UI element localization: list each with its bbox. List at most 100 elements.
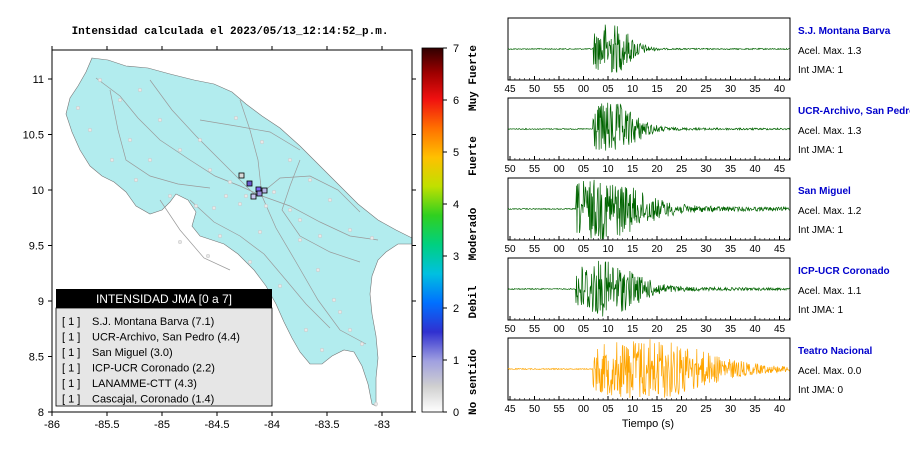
waveform-x-tick-label: 00 xyxy=(553,244,565,255)
legend-box xyxy=(55,307,273,407)
station-markers xyxy=(238,172,268,200)
station-name: San Miguel xyxy=(798,186,851,197)
jma-intensity-label: Int JMA: 1 xyxy=(798,225,843,236)
town-dot xyxy=(374,402,379,407)
legend-item-bracket: [ 1 ] xyxy=(62,378,80,390)
waveform-x-tick-label: 25 xyxy=(700,84,712,95)
station-marker xyxy=(256,190,263,197)
town-dot xyxy=(318,233,323,238)
colorbar-side-label: Muy Fuerte xyxy=(468,45,480,111)
colorbar: 0 1 2 3 4 5 6 7 No sentido Debil Moderado Fuerte Mu… xyxy=(421,43,480,419)
waveform-x-tick-label: 35 xyxy=(725,164,737,175)
town-dot xyxy=(264,203,269,208)
map-panel: -86 -85.5 -85 -84.5 -84 -83.5 -83 11 10.5 10 9.5 9 8… xyxy=(23,46,416,431)
waveform-x-tick-label: 15 xyxy=(627,164,639,175)
waveform-trace xyxy=(507,102,790,151)
town-dot xyxy=(320,348,325,353)
waveform-x-tick-label: 50 xyxy=(529,84,541,95)
map-y-tick-label: 9.5 xyxy=(29,241,44,253)
map-x-tick-label: -85.5 xyxy=(94,419,119,431)
colorbar-side-label: Fuerte xyxy=(468,136,480,176)
waveform-x-tick-label: 20 xyxy=(676,404,688,415)
waveform-x-tick-label: 40 xyxy=(749,244,761,255)
town-dot xyxy=(370,235,375,240)
map-legend: INTENSIDAD JMA [0 a 7] [ 1 ] S.J. Montana… xyxy=(55,289,273,407)
waveform-x-tick-label: 25 xyxy=(700,404,712,415)
costa-rica-land xyxy=(65,57,413,407)
legend-item-label: LANAMME-CTT (4.3) xyxy=(92,378,197,390)
legend-item-label: UCR-Archivo, San Pedro (4.4) xyxy=(92,332,240,344)
town-dot xyxy=(217,233,222,238)
legend-item-bracket: [ 1 ] xyxy=(62,363,80,375)
waveform-x-tick-label: 20 xyxy=(651,324,663,335)
town-markers xyxy=(75,77,379,407)
jma-intensity-label: Int JMA: 1 xyxy=(798,305,843,316)
town-dot xyxy=(207,167,212,172)
waveform-x-tick-label: 45 xyxy=(774,244,786,255)
legend-item-bracket: [ 1 ] xyxy=(62,394,80,406)
town-dot xyxy=(137,87,142,92)
town-dot xyxy=(328,197,333,202)
town-dot xyxy=(109,157,114,162)
town-dot xyxy=(237,201,242,206)
town-dot xyxy=(247,260,252,265)
town-dot xyxy=(127,137,132,142)
waveform-x-tick-label: 55 xyxy=(553,404,565,415)
waveform-x-tick-label: 25 xyxy=(676,164,688,175)
legend-item-bracket: [ 1 ] xyxy=(62,332,80,344)
waveform-x-tick-label: 05 xyxy=(578,164,590,175)
colorbar-side-label: No sentido xyxy=(468,349,480,415)
colorbar-tick-label: 7 xyxy=(453,43,459,55)
accel-max-label: Acel. Max. 0.0 xyxy=(798,366,862,377)
legend-item-bracket: [ 1 ] xyxy=(62,347,80,359)
map-axis-ticks: -86 -85.5 -85 -84.5 -84 -83.5 -83 11 10.5 10 9.5 9 8… xyxy=(23,46,416,431)
waveform-x-tick-label: 00 xyxy=(553,164,565,175)
town-dot xyxy=(260,139,265,144)
waveform-trace xyxy=(507,260,790,317)
town-dot xyxy=(117,97,122,102)
colorbar-gradient xyxy=(421,47,444,413)
town-dot xyxy=(316,268,321,273)
waveform-x-tick-label: 35 xyxy=(749,84,761,95)
station-name: UCR-Archivo, San Pedro xyxy=(798,106,910,117)
waveform-x-tick-label: 50 xyxy=(504,164,516,175)
waveform-panel: 50 55 00 05 10 15 20 25 30 35 40 45 San Miguel Acel. … xyxy=(504,177,862,255)
town-dot xyxy=(304,328,309,333)
town-dot xyxy=(338,310,343,315)
colorbar-side-label: Debil xyxy=(468,285,480,318)
waveform-panel: 50 55 00 05 10 15 20 25 30 35 40 45 ICP-UCR Coronado… xyxy=(504,257,890,335)
legend-item-bracket: [ 1 ] xyxy=(62,316,80,328)
legend-item-label: ICP-UCR Coronado (2.2) xyxy=(92,363,215,375)
town-dot xyxy=(211,205,216,210)
town-dot xyxy=(75,105,80,110)
waveform-x-tick-label: 45 xyxy=(504,404,516,415)
waveform-x-tick-label: 50 xyxy=(504,244,516,255)
waveform-x-tick-label: 55 xyxy=(553,84,565,95)
waveform-x-tick-label: 25 xyxy=(676,324,688,335)
waveform-x-tick-label: 20 xyxy=(676,84,688,95)
colorbar-side-labels: No sentido Debil Moderado Fuerte Muy Fuerte xyxy=(468,45,480,415)
town-dot xyxy=(197,137,202,142)
waveform-x-tick-label: 45 xyxy=(504,84,516,95)
waveform-x-tick-label: 30 xyxy=(700,324,712,335)
colorbar-tick-label: 5 xyxy=(453,147,459,159)
waveform-x-tick-label: 10 xyxy=(602,244,614,255)
colorbar-tick-label: 1 xyxy=(453,355,459,367)
town-dot xyxy=(332,298,337,303)
map-x-tick-label: -85 xyxy=(154,419,170,431)
waveform-x-tick-label: 35 xyxy=(725,324,737,335)
time-axis-label: Tiempo (s) xyxy=(622,418,674,430)
town-dot xyxy=(243,193,248,198)
waveform-x-tick-label: 05 xyxy=(578,244,590,255)
waveform-x-tick-label: 30 xyxy=(700,244,712,255)
town-dot xyxy=(272,189,277,194)
waveform-x-tick-label: 15 xyxy=(627,244,639,255)
jma-intensity-label: Int JMA: 1 xyxy=(798,65,843,76)
waveform-x-tick-label: 40 xyxy=(749,164,761,175)
waveform-x-tick-label: 00 xyxy=(553,324,565,335)
waveform-x-tick-label: 00 xyxy=(578,404,590,415)
colorbar-ticks: 0 1 2 3 4 5 6 7 xyxy=(443,43,459,419)
waveform-panels: 45 50 55 00 05 10 15 20 25 30 35 40 S.J. Montana Bar… xyxy=(504,17,910,415)
station-marker xyxy=(250,193,257,200)
